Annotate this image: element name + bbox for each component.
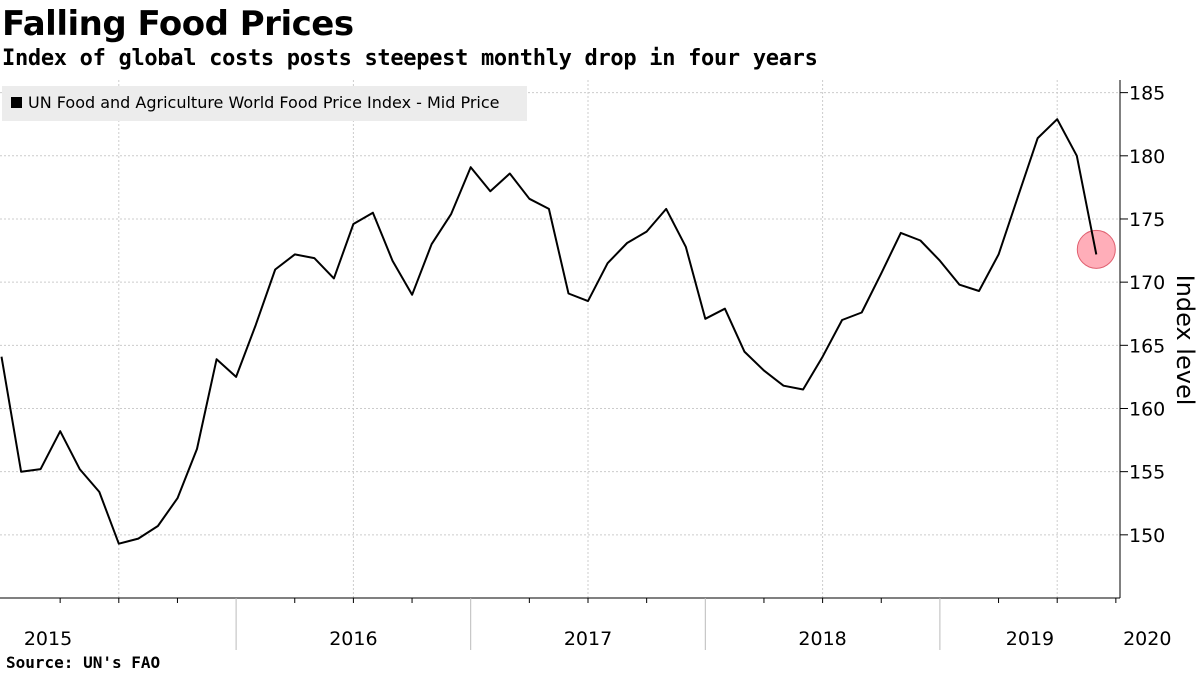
legend-swatch <box>11 97 22 108</box>
axes: 150 155 160 165 170 175 180 185 2015 2016 2017 2018… <box>0 80 1171 650</box>
y-tick-label: 150 <box>1129 525 1165 547</box>
legend: UN Food and Agriculture World Food Price… <box>2 86 527 121</box>
legend-label: UN Food and Agriculture World Food Price… <box>28 93 500 112</box>
y-tick-label: 170 <box>1129 272 1165 294</box>
chart-subtitle: Index of global costs posts steepest mon… <box>2 46 818 71</box>
grid-lines <box>0 80 1120 598</box>
y-tick-label: 160 <box>1129 398 1165 420</box>
x-tick-label: 2019 <box>1006 628 1054 650</box>
y-tick-label: 165 <box>1129 335 1165 357</box>
y-tick-label: 175 <box>1129 209 1165 231</box>
source-note: Source: UN's FAO <box>6 653 161 672</box>
series <box>0 118 1116 545</box>
chart-title: Falling Food Prices <box>2 4 354 44</box>
y-tick-label: 180 <box>1129 146 1165 168</box>
legend-background <box>2 86 527 121</box>
x-tick-label: 2016 <box>329 628 377 650</box>
x-tick-label: 2020 <box>1123 628 1171 650</box>
x-tick-label: 2015 <box>24 628 72 650</box>
x-tick-label: 2018 <box>798 628 846 650</box>
y-axis-label: Index level <box>1171 275 1199 406</box>
y-tick-label: 185 <box>1129 83 1165 105</box>
series-line <box>0 118 1098 545</box>
y-tick-label: 155 <box>1129 462 1165 484</box>
x-tick-label: 2017 <box>564 628 612 650</box>
